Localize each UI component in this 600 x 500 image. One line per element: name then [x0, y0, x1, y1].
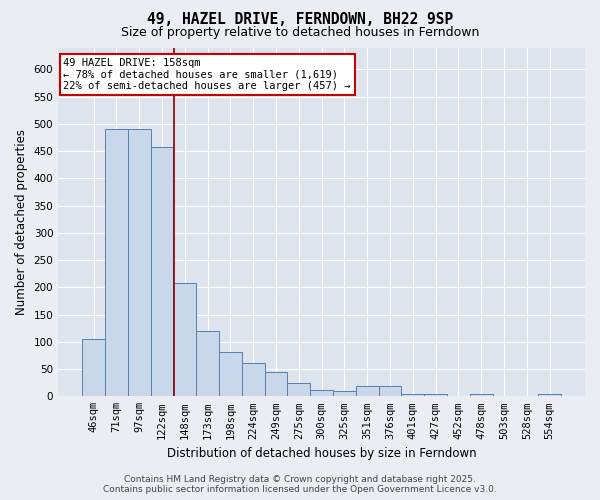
Bar [538, 394, 561, 396]
Bar [151, 146, 173, 396]
Bar [173, 284, 196, 397]
Text: Size of property relative to detached houses in Ferndown: Size of property relative to detached ho… [121, 26, 479, 39]
Y-axis label: Number of detached properties: Number of detached properties [15, 129, 28, 315]
Bar [470, 394, 493, 396]
Bar [401, 394, 424, 396]
Bar [333, 391, 356, 396]
Text: Contains HM Land Registry data © Crown copyright and database right 2025.
Contai: Contains HM Land Registry data © Crown c… [103, 474, 497, 494]
Bar [379, 386, 401, 396]
Text: 49 HAZEL DRIVE: 158sqm
← 78% of detached houses are smaller (1,619)
22% of semi-: 49 HAZEL DRIVE: 158sqm ← 78% of detached… [64, 58, 351, 91]
Bar [82, 339, 105, 396]
Text: 49, HAZEL DRIVE, FERNDOWN, BH22 9SP: 49, HAZEL DRIVE, FERNDOWN, BH22 9SP [147, 12, 453, 28]
Bar [242, 362, 265, 396]
Bar [424, 394, 447, 396]
Bar [287, 382, 310, 396]
X-axis label: Distribution of detached houses by size in Ferndown: Distribution of detached houses by size … [167, 447, 476, 460]
Bar [310, 390, 333, 396]
Bar [219, 352, 242, 397]
Bar [265, 372, 287, 396]
Bar [196, 331, 219, 396]
Bar [105, 130, 128, 396]
Bar [356, 386, 379, 396]
Bar [128, 130, 151, 396]
